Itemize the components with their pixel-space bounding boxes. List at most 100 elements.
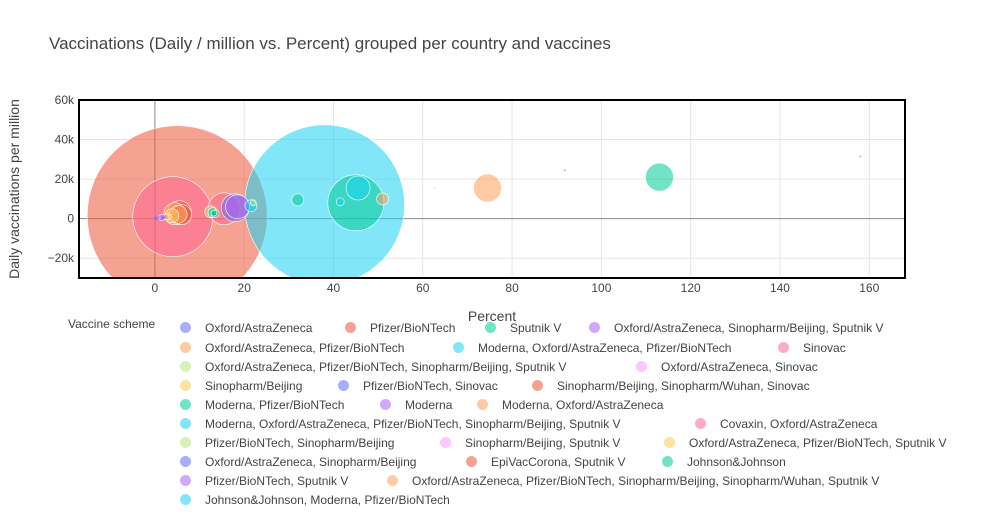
x-tick-label: 160 <box>859 281 879 295</box>
legend-marker <box>180 342 191 353</box>
y-tick-label: 60k <box>55 93 75 107</box>
x-tick-label: 120 <box>681 281 701 295</box>
legend-item[interactable]: Pfizer/BioNTech, Sinopharm/Beijing <box>180 433 394 452</box>
y-tick-label: −20k <box>48 251 75 265</box>
y-axis-title: Daily vaccinations per million <box>6 99 22 279</box>
legend-label: Oxford/AstraZeneca, Pfizer/BioNTech, Sin… <box>412 473 880 488</box>
legend-item[interactable]: Moderna <box>380 395 452 414</box>
legend-label: Moderna, Oxford/AstraZeneca <box>502 397 664 412</box>
legend-marker <box>636 361 647 372</box>
legend-item[interactable]: Oxford/AstraZeneca <box>180 318 312 337</box>
legend-marker <box>485 322 496 333</box>
legend-label: Sinopharm/Beijing, Sputnik V <box>465 435 621 450</box>
x-tick-label: 60 <box>416 281 430 295</box>
legend-marker <box>180 380 191 391</box>
legend-item[interactable]: Sputnik V <box>485 318 561 337</box>
legend-marker <box>180 322 191 333</box>
legend-label: Oxford/AstraZeneca, Pfizer/BioNTech, Spu… <box>689 435 947 450</box>
legend-marker <box>440 437 451 448</box>
legend-label: Oxford/AstraZeneca, Sinopharm/Beijing <box>205 454 417 469</box>
legend-marker <box>466 456 477 467</box>
legend-item[interactable]: EpiVacCorona, Sputnik V <box>466 452 626 471</box>
data-bubble[interactable]: Johnson&Johnson, Moderna, Pfizer/BioNTec… <box>335 197 345 207</box>
legend-label: Oxford/AstraZeneca, Sinopharm/Beijing, S… <box>614 320 884 335</box>
legend-item[interactable]: Oxford/AstraZeneca, Pfizer/BioNTech, Sin… <box>387 471 879 490</box>
y-tick-label: 40k <box>55 133 75 147</box>
data-bubble[interactable]: Pfizer/BioNTech, Sinovac <box>563 169 566 172</box>
legend-label: Moderna, Oxford/AstraZeneca, Pfizer/BioN… <box>205 416 621 431</box>
legend-item[interactable]: Sinopharm/Beijing, Sinopharm/Wuhan, Sino… <box>532 376 810 395</box>
legend-item[interactable]: Oxford/AstraZeneca, Pfizer/BioNTech <box>180 338 404 357</box>
legend-label: Johnson&Johnson <box>687 454 786 469</box>
x-tick-label: 40 <box>327 281 341 295</box>
legend-marker <box>180 418 191 429</box>
legend-label: Pfizer/BioNTech, Sinovac <box>363 378 498 393</box>
legend-label: Pfizer/BioNTech <box>370 320 456 335</box>
legend-item[interactable]: Oxford/AstraZeneca, Pfizer/BioNTech, Spu… <box>664 433 946 452</box>
chart-title: Vaccinations (Daily / million vs. Percen… <box>49 34 611 53</box>
y-tick-label: 20k <box>55 172 75 186</box>
x-axis-title: Percent <box>468 308 516 324</box>
data-bubble[interactable]: Johnson&Johnson <box>210 209 218 217</box>
legend-item[interactable]: Moderna, Oxford/AstraZeneca, Pfizer/BioN… <box>453 338 731 357</box>
legend-item[interactable]: Sinovac <box>778 338 846 357</box>
legend-marker <box>778 342 789 353</box>
legend-label: Moderna, Oxford/AstraZeneca, Pfizer/BioN… <box>478 340 732 355</box>
legend-marker <box>180 456 191 467</box>
tick-labels: 0 20 40 60 80 100 120 140 160 −20k 0 20k 40k 60k <box>48 93 880 295</box>
legend-label: Sputnik V <box>510 320 562 335</box>
legend-item[interactable]: Oxford/AstraZeneca, Pfizer/BioNTech, Sin… <box>180 357 567 376</box>
data-bubble[interactable]: Moderna, Pfizer/BioNTech <box>291 193 305 207</box>
legend-label: Oxford/AstraZeneca, Sinovac <box>661 359 818 374</box>
legend-marker <box>532 380 543 391</box>
legend-item[interactable]: Pfizer/BioNTech, Sinovac <box>338 376 498 395</box>
data-bubble[interactable]: Moderna, Oxford/AstraZeneca, Pfizer/BioN… <box>345 175 371 201</box>
data-bubble[interactable]: Pfizer/BioNTech, Sinopharm/Beijing <box>249 199 257 207</box>
legend-label: Sinovac <box>803 340 846 355</box>
x-tick-label: 20 <box>238 281 252 295</box>
legend-item[interactable]: Covaxin, Oxford/AstraZeneca <box>695 414 877 433</box>
legend-item[interactable]: Sinopharm/Beijing <box>180 376 302 395</box>
legend-item[interactable]: Moderna, Oxford/AstraZeneca, Pfizer/BioN… <box>180 414 621 433</box>
legend-marker <box>662 456 673 467</box>
x-tick-label: 100 <box>591 281 611 295</box>
x-tick-label: 80 <box>505 281 519 295</box>
legend-label: Sinopharm/Beijing <box>205 378 303 393</box>
legend-label: Oxford/AstraZeneca, Pfizer/BioNTech, Sin… <box>205 359 567 374</box>
legend-label: Covaxin, Oxford/AstraZeneca <box>720 416 878 431</box>
legend-marker <box>180 437 191 448</box>
legend-label: Sinopharm/Beijing, Sinopharm/Wuhan, Sino… <box>557 378 810 393</box>
legend-label: Johnson&Johnson, Moderna, Pfizer/BioNTec… <box>205 492 450 507</box>
legend-label: Moderna, Pfizer/BioNTech <box>205 397 345 412</box>
legend-marker <box>477 399 488 410</box>
data-bubble[interactable]: Moderna, Pfizer/BioNTech <box>645 162 674 192</box>
y-tick-label: 0 <box>67 212 74 226</box>
data-bubble[interactable]: Oxford/AstraZeneca, Pfizer/BioNTech <box>376 192 389 206</box>
legend-item[interactable]: Sinopharm/Beijing, Sputnik V <box>440 433 620 452</box>
legend-marker <box>664 437 675 448</box>
legend-marker <box>695 418 706 429</box>
legend-title: Vaccine scheme <box>68 317 156 331</box>
data-bubble[interactable]: Pfizer/BioNTech, Sinovac <box>859 155 862 158</box>
x-tick-label: 140 <box>770 281 790 295</box>
legend-item[interactable]: Johnson&Johnson, Moderna, Pfizer/BioNTec… <box>180 490 450 509</box>
data-bubble[interactable]: Sinopharm/Beijing <box>434 187 437 190</box>
legend-item[interactable]: Oxford/AstraZeneca, Sinovac <box>636 357 818 376</box>
legend-item[interactable]: Moderna, Oxford/AstraZeneca <box>477 395 663 414</box>
data-bubble[interactable]: Pfizer/BioNTech, Sputnik V <box>160 215 165 220</box>
legend-marker <box>180 361 191 372</box>
legend-item[interactable]: Pfizer/BioNTech <box>345 318 455 337</box>
legend-item[interactable]: Pfizer/BioNTech, Sputnik V <box>180 471 348 490</box>
legend-marker <box>180 399 191 410</box>
legend-item[interactable]: Johnson&Johnson <box>662 452 786 471</box>
legend-item[interactable]: Moderna, Pfizer/BioNTech <box>180 395 344 414</box>
legend-label: Moderna <box>405 397 453 412</box>
legend-marker <box>345 322 356 333</box>
data-bubble[interactable]: Oxford/AstraZeneca, Pfizer/BioNTech <box>473 173 502 203</box>
legend-label: Oxford/AstraZeneca, Pfizer/BioNTech <box>205 340 405 355</box>
legend-item[interactable]: Oxford/AstraZeneca, Sinopharm/Beijing <box>180 452 416 471</box>
legend-item[interactable]: Oxford/AstraZeneca, Sinopharm/Beijing, S… <box>589 318 883 337</box>
legend-marker <box>453 342 464 353</box>
legend-label: EpiVacCorona, Sputnik V <box>491 454 626 469</box>
